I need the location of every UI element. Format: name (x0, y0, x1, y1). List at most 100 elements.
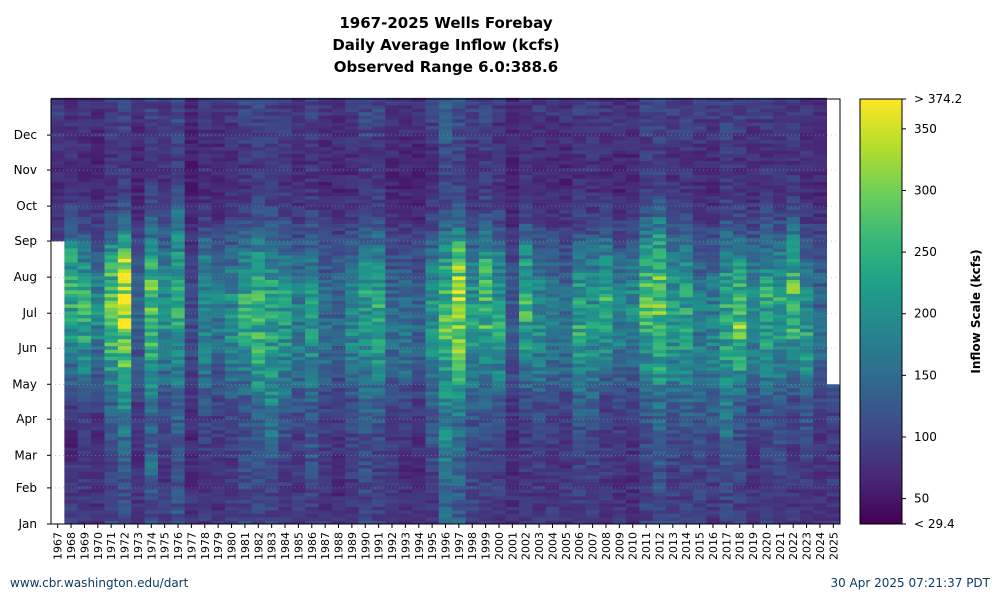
heatmap-cell (438, 258, 453, 263)
heatmap-cell (559, 520, 573, 525)
heatmap-cell (157, 303, 172, 308)
heatmap-cell (318, 377, 333, 382)
heatmap-cell (264, 461, 279, 466)
heatmap-cell (64, 398, 79, 403)
heatmap-cell (331, 359, 346, 364)
heatmap-cell (412, 436, 426, 441)
heatmap-cell (492, 275, 507, 280)
heatmap-cell (251, 269, 266, 273)
heatmap-cell (398, 496, 413, 500)
heatmap-cell (465, 115, 480, 120)
heatmap-cell (131, 380, 146, 385)
heatmap-cell (492, 251, 507, 256)
heatmap-cell (238, 255, 252, 259)
heatmap-cell (198, 220, 212, 224)
heatmap-cell (264, 471, 279, 476)
heatmap-cell (371, 454, 386, 459)
heatmap-cell (318, 317, 333, 322)
heatmap-cell (572, 429, 587, 434)
heatmap-cell (251, 97, 266, 102)
heatmap-cell (305, 181, 319, 186)
heatmap-cell (91, 269, 105, 273)
heatmap-cell (385, 436, 400, 441)
heatmap-cell (157, 262, 172, 266)
heatmap-cell (211, 139, 226, 144)
heatmap-cell (251, 241, 266, 245)
heatmap-cell (572, 321, 587, 326)
heatmap-cell (211, 517, 226, 521)
heatmap-cell (318, 150, 333, 155)
heatmap-cell (104, 146, 119, 151)
heatmap-cell (117, 366, 132, 371)
heatmap-cell (425, 136, 440, 141)
heatmap-cell (64, 153, 79, 158)
heatmap-cell (198, 289, 212, 294)
heatmap-cell (305, 188, 319, 193)
heatmap-cell (264, 192, 279, 197)
heatmap-cell (117, 269, 132, 273)
heatmap-cell (572, 115, 587, 120)
heatmap-cell (425, 433, 440, 438)
heatmap-cell (117, 157, 132, 162)
heatmap-cell (425, 398, 440, 403)
heatmap-cell (478, 454, 493, 459)
heatmap-cell (505, 496, 520, 500)
heatmap-cell (492, 282, 507, 287)
heatmap-cell (264, 464, 279, 469)
heatmap-cell (371, 171, 386, 176)
heatmap-cell (452, 324, 466, 329)
heatmap-cell (505, 517, 520, 521)
heatmap-cell (425, 303, 440, 308)
heatmap-cell (371, 366, 386, 371)
heatmap-cell (331, 132, 346, 137)
heatmap-cell (345, 331, 359, 336)
heatmap-cell (331, 139, 346, 144)
heatmap-cell (371, 164, 386, 169)
heatmap-cell (452, 314, 466, 319)
heatmap-cell (385, 342, 400, 347)
heatmap-cell (345, 171, 359, 176)
heatmap-cell (532, 209, 547, 214)
heatmap-cell (425, 157, 440, 162)
heatmap-cell (104, 286, 119, 291)
heatmap-cell (198, 132, 212, 137)
heatmap-cell (305, 293, 319, 298)
heatmap-cell (157, 331, 172, 336)
heatmap-cell (278, 373, 293, 378)
heatmap-cell (438, 412, 453, 417)
heatmap-cell (519, 356, 533, 361)
heatmap-cell (144, 450, 159, 455)
heatmap-cell (532, 188, 547, 193)
heatmap-cell (264, 167, 279, 172)
heatmap-cell (358, 373, 373, 378)
heatmap-cell (278, 398, 293, 403)
heatmap-cell (331, 143, 346, 148)
heatmap-cell (211, 220, 226, 224)
heatmap-cell (104, 307, 119, 312)
heatmap-cell (104, 115, 119, 120)
heatmap-cell (398, 192, 413, 197)
heatmap-cell (599, 349, 614, 354)
heatmap-cell (291, 377, 306, 382)
heatmap-cell (585, 167, 600, 172)
heatmap-cell (532, 279, 547, 284)
heatmap-cell (345, 356, 359, 361)
heatmap-cell (358, 370, 373, 375)
heatmap-cell (345, 195, 359, 200)
heatmap-cell (519, 143, 533, 148)
heatmap-cell (371, 485, 386, 490)
heatmap-cell (559, 468, 573, 472)
heatmap-cell (545, 296, 560, 301)
heatmap-cell (264, 153, 279, 158)
heatmap-cell (452, 506, 466, 511)
heatmap-cell (278, 272, 293, 277)
heatmap-cell (358, 485, 373, 490)
heatmap-cell (238, 174, 252, 179)
heatmap-cell (505, 181, 520, 186)
heatmap-cell (184, 317, 199, 322)
heatmap-cell (291, 443, 306, 448)
heatmap-cell (157, 300, 172, 305)
heatmap-cell (465, 269, 480, 273)
heatmap-cell (385, 492, 400, 497)
heatmap-cell (331, 199, 346, 204)
